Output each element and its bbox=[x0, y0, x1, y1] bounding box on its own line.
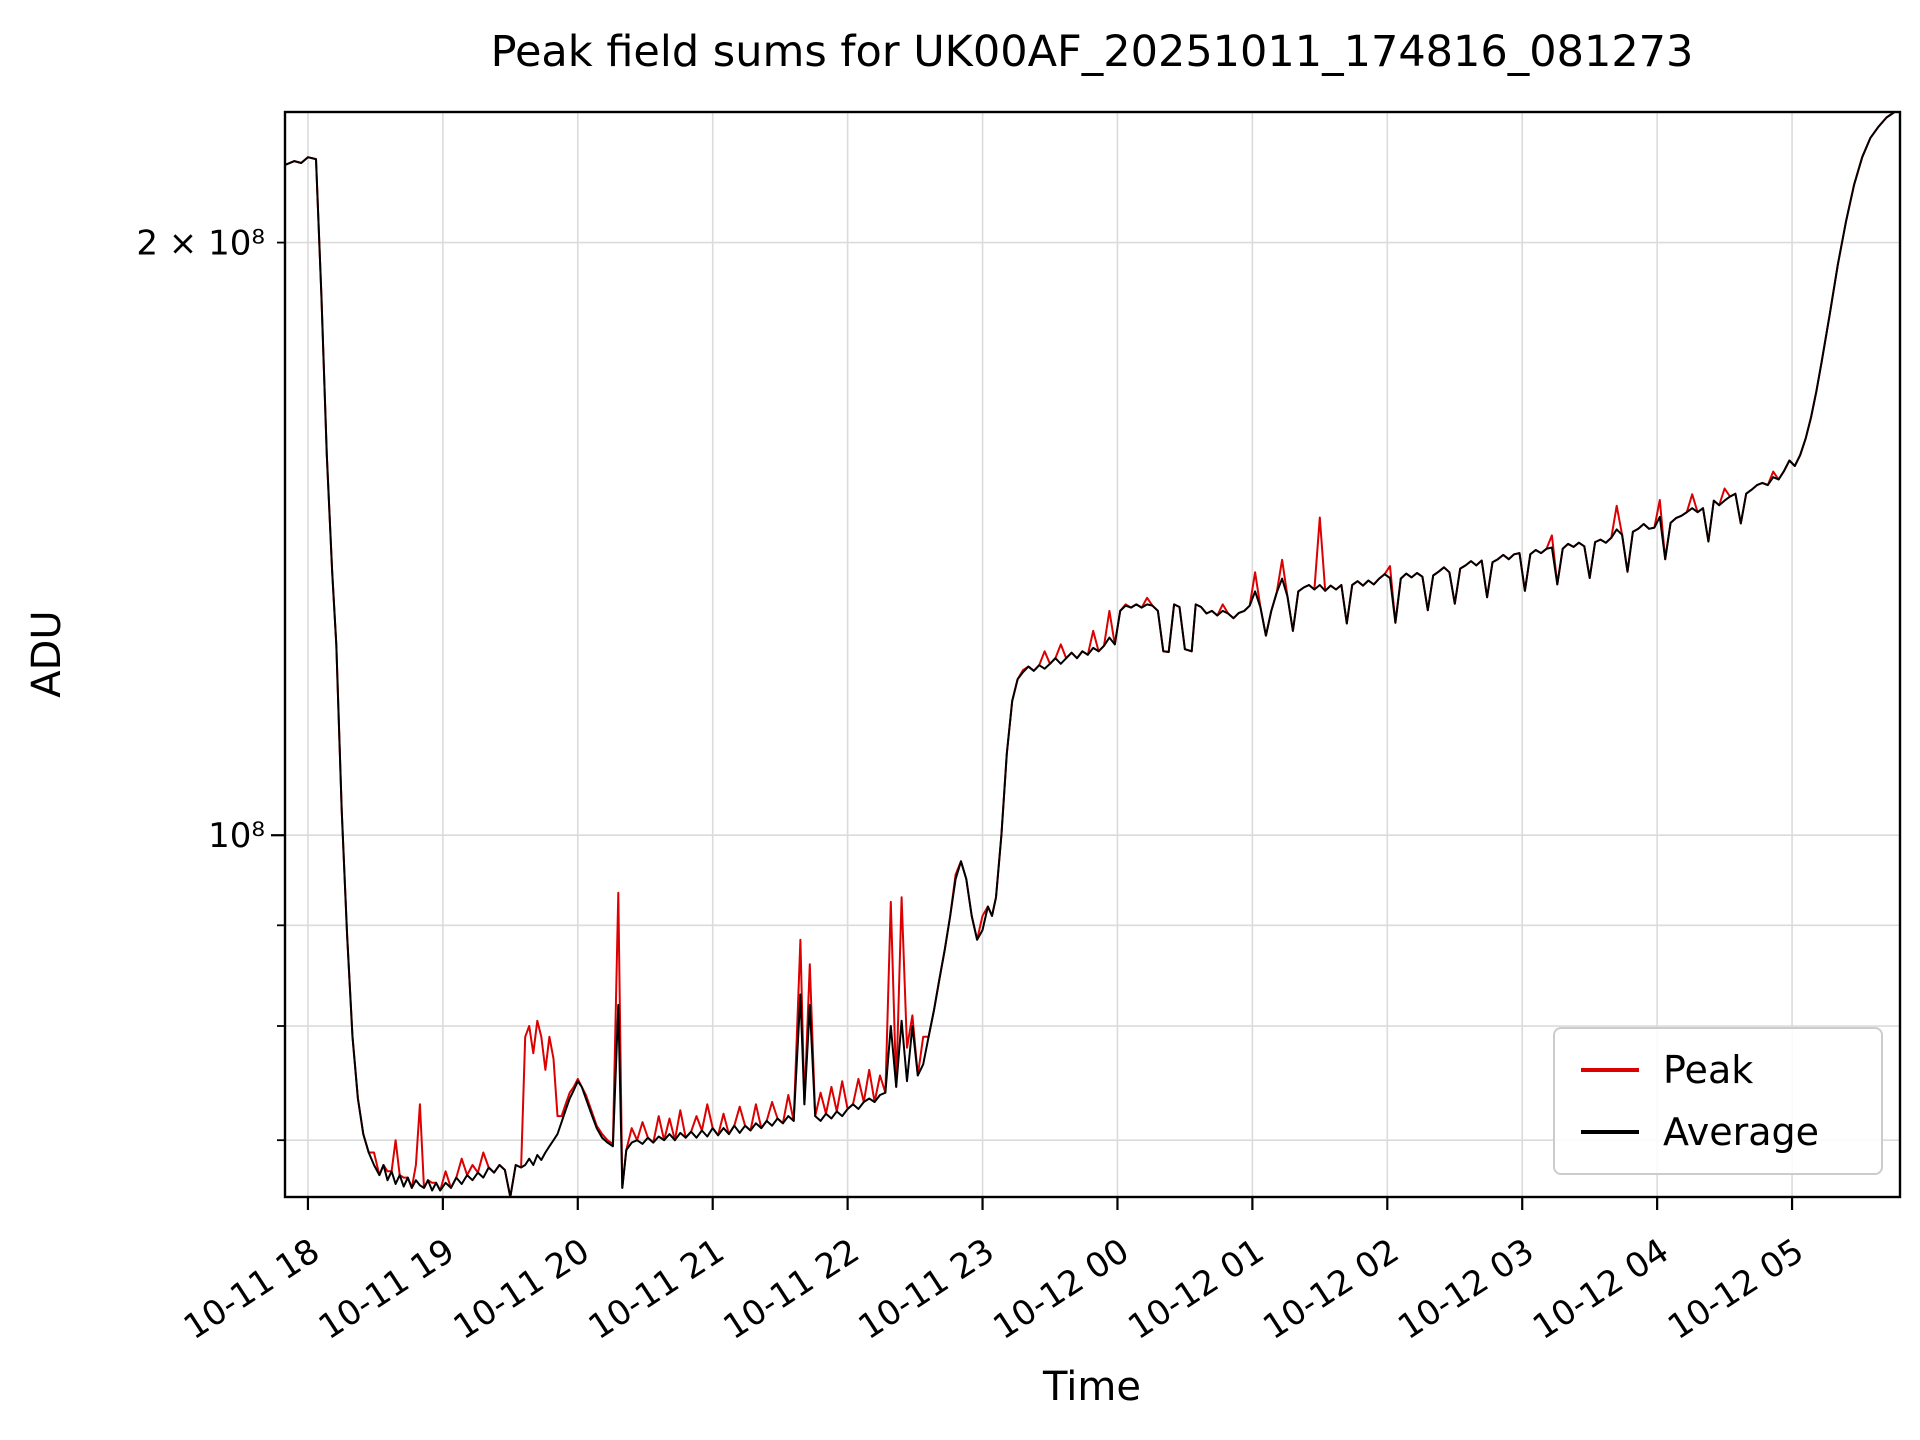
average-series-line bbox=[285, 112, 1896, 1197]
y-tick-label: 2 × 10⁸ bbox=[136, 224, 265, 264]
series bbox=[285, 112, 1896, 1197]
axes-border bbox=[283, 110, 1902, 1199]
x-tick-label: 10-12 00 bbox=[986, 1231, 1136, 1348]
x-tick-label: 10-11 19 bbox=[312, 1231, 462, 1348]
peak-line-sample bbox=[1581, 1068, 1639, 1072]
legend-label-average: Average bbox=[1663, 1110, 1820, 1154]
x-tick-label: 10-12 02 bbox=[1256, 1231, 1406, 1348]
x-tick-label: 10-11 22 bbox=[717, 1231, 867, 1348]
chart-title: Peak field sums for UK00AF_20251011_1748… bbox=[491, 27, 1694, 77]
legend-item-peak: Peak bbox=[1581, 1051, 1855, 1089]
legend-item-average: Average bbox=[1581, 1113, 1855, 1151]
x-tick-label: 10-12 04 bbox=[1526, 1231, 1676, 1348]
x-tick-label: 10-12 05 bbox=[1661, 1231, 1811, 1348]
x-tick-label: 10-11 18 bbox=[177, 1231, 327, 1348]
x-tick-label: 10-11 20 bbox=[447, 1231, 597, 1348]
y-axis-label: ADU bbox=[24, 610, 70, 697]
legend-label-peak: Peak bbox=[1663, 1048, 1754, 1092]
x-tick-label: 10-11 23 bbox=[851, 1231, 1001, 1348]
x-tick-label: 10-12 03 bbox=[1391, 1231, 1541, 1348]
average-line-sample bbox=[1581, 1130, 1639, 1134]
x-tick-label: 10-11 21 bbox=[582, 1231, 732, 1348]
x-axis-label: Time bbox=[1042, 1364, 1141, 1410]
legend: Peak Average bbox=[1553, 1027, 1883, 1175]
y-tick-label: 10⁸ bbox=[208, 816, 265, 856]
x-tick-label: 10-12 01 bbox=[1121, 1231, 1271, 1348]
